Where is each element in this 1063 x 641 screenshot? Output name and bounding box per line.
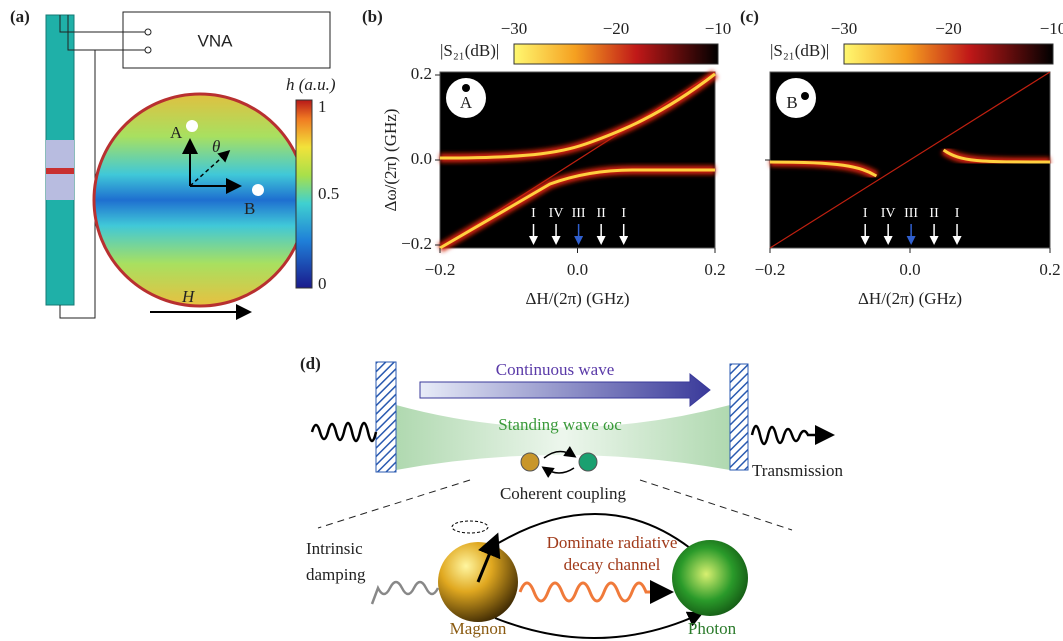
damping: damping [306, 565, 366, 584]
arrow-label: I [531, 206, 536, 221]
panel-d: (d) Continuous wave Standing wave ωc Tra… [300, 354, 844, 640]
transmission: Transmission [752, 461, 844, 480]
vna-label: VNA [198, 31, 234, 50]
x-axis-label: ΔH/(2π) (GHz) [858, 289, 962, 308]
y-tick-label: −0.2 [401, 234, 432, 253]
mirror [729, 363, 749, 471]
colorbar-tick: 0.5 [318, 184, 339, 203]
damping: Intrinsic [306, 539, 363, 558]
branch [439, 168, 715, 250]
colorbar-tick: −20 [603, 19, 630, 38]
photon-dot [578, 452, 598, 472]
x-axis-label: ΔH/(2π) (GHz) [525, 289, 629, 308]
colorbar-title: |S₂₁(dB)| [440, 41, 499, 60]
colorbar-title: |S₂₁(dB)| [770, 41, 829, 60]
y-tick-label: 0.0 [411, 149, 432, 168]
colorbar-title: h (a.u.) [286, 75, 336, 94]
panel-label: (b) [362, 7, 383, 26]
branch [439, 72, 716, 160]
radiative: Dominate radiative [547, 533, 678, 552]
y-tick-label: 0.2 [411, 64, 432, 83]
arrow-label: I [863, 206, 868, 221]
panel-label: (c) [740, 7, 759, 26]
photon-label: Photon [688, 619, 737, 638]
branch [769, 160, 878, 178]
field-map [92, 92, 308, 308]
arrow-label: I [955, 206, 960, 221]
point-label: A [460, 93, 473, 112]
output-wave [750, 424, 835, 446]
panel-b: (b) A |S₂₁(dB)|−30 −20 −10 −0.2 0.0 0.2 ΔH/(2π) … [362, 7, 731, 308]
colorbar [843, 43, 1054, 65]
field-label: H [181, 287, 196, 306]
colorbar-tick: −10 [1040, 19, 1063, 38]
standing-wave: Standing wave ωc [498, 415, 622, 434]
cavity [396, 405, 730, 470]
panel-label: (a) [10, 7, 30, 26]
mirror [375, 361, 397, 473]
x-tick-label: 0.2 [1039, 260, 1060, 279]
damping-wave [370, 580, 440, 605]
vna-box [122, 11, 331, 69]
magnon-dot [520, 452, 540, 472]
y-axis-label: Δω/(2π) (GHz) [381, 109, 400, 212]
angle-label: θ [212, 137, 220, 156]
colorbar-tick: −20 [935, 19, 962, 38]
arrow-label: III [572, 206, 586, 221]
branch [942, 148, 1051, 164]
marker-dot [801, 92, 809, 100]
x-tick-label: 0.0 [567, 260, 588, 279]
x-tick-label: −0.2 [755, 260, 786, 279]
arrow-label: IV [881, 206, 896, 221]
photon [672, 540, 748, 616]
arrow-label: II [596, 206, 606, 221]
continuous-wave: Continuous wave [496, 360, 615, 379]
colorbar-tick: 1 [318, 97, 327, 116]
point-b [252, 184, 264, 196]
arrow-label: III [904, 206, 918, 221]
panel-c: (c) B |S₂₁(dB)|−30 −20 −10 −0.2 0.0 0.2 ΔH/(2π) … [740, 7, 1063, 308]
radiative: decay channel [564, 555, 661, 574]
point-label: B [786, 93, 797, 112]
colorbar [295, 99, 313, 289]
marker-dot [462, 84, 470, 92]
colorbar-tick: −30 [501, 19, 528, 38]
colorbar [513, 43, 719, 65]
marker-disk [446, 78, 486, 118]
colorbar-tick: −10 [705, 19, 732, 38]
x-tick-label: 0.2 [704, 260, 725, 279]
arrow-label: IV [549, 206, 564, 221]
arrow-label: II [929, 206, 939, 221]
colorbar-tick: 0 [318, 274, 327, 293]
x-tick-label: 0.0 [899, 260, 920, 279]
x-tick-label: −0.2 [425, 260, 456, 279]
diagonal [769, 71, 1051, 249]
wave-arrow [419, 372, 711, 408]
colorbar-tick: −30 [831, 19, 858, 38]
arrow-label: I [621, 206, 626, 221]
point-label: B [244, 199, 255, 218]
point-label: A [170, 123, 183, 142]
sphere [46, 168, 74, 174]
radiative-wave [518, 580, 674, 604]
input-wave [310, 421, 378, 443]
magnon-label: Magnon [450, 619, 507, 638]
marker-disk [776, 78, 816, 118]
panel-label: (d) [300, 354, 321, 373]
coupling: Coherent coupling [500, 484, 627, 503]
point-a [186, 120, 198, 132]
panel-a: (a) VNA A B θ h (a.u.) 1 0.5 0 H [10, 7, 339, 320]
